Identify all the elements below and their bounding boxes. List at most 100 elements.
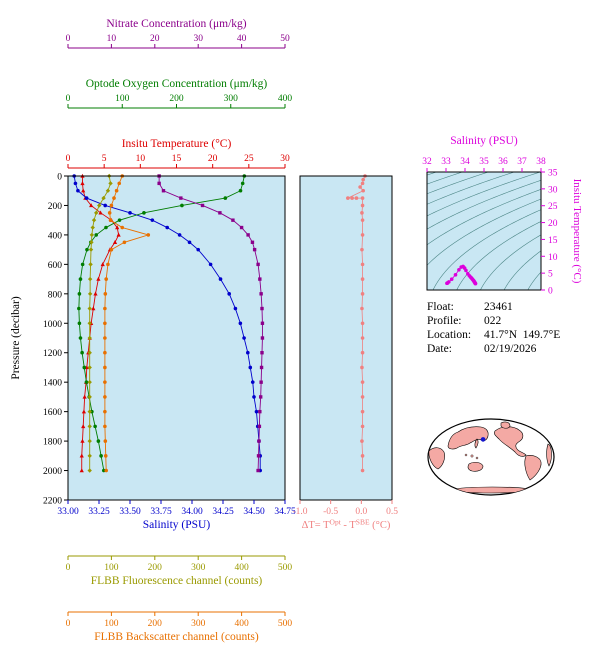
pressure-tick-label: 600 bbox=[48, 261, 63, 271]
delta-t-tick-label: 0.0 bbox=[355, 507, 367, 517]
info-row-date: Date: 02/19/2026 bbox=[427, 342, 560, 356]
axis-tick-label: 100 bbox=[104, 563, 119, 573]
ts-temperature-tick-label: 0 bbox=[548, 287, 553, 297]
axis-tick-label: 5 bbox=[102, 154, 107, 164]
float-location-marker bbox=[480, 437, 486, 442]
axis-tick-label: 30 bbox=[280, 154, 290, 164]
axis-tick-label: 20 bbox=[150, 34, 160, 44]
delta-t-tick-label: -0.5 bbox=[323, 507, 338, 517]
delta-t-tick-label: 0.5 bbox=[386, 507, 398, 517]
ts-salinity-axis-label: Salinity (PSU) bbox=[450, 135, 518, 147]
info-row-profile: Profile: 022 bbox=[427, 314, 560, 328]
axis-tick-label: 15 bbox=[172, 154, 182, 164]
axis-tick-label: 50 bbox=[280, 34, 290, 44]
series-backscatter bbox=[103, 174, 151, 473]
axis-tick-label: 20 bbox=[208, 154, 218, 164]
ts-salinity-tick-label: 32 bbox=[422, 157, 432, 167]
axis-tick-label: 34.75 bbox=[274, 507, 296, 517]
axis-tick-label: 0 bbox=[66, 154, 71, 164]
pressure-tick-label: 1000 bbox=[43, 320, 62, 330]
profile-plot: 0 200 400 600 800 1000 1200 1400 1600 1800 2000 220… bbox=[10, 173, 286, 507]
axis-oxygen: 0 100 200 300 400 Optode Oxygen Concentration… bbox=[66, 78, 293, 109]
delta-t-tick-label: -1.0 bbox=[292, 507, 307, 517]
axis-tick-label: 0 bbox=[66, 94, 71, 104]
info-label-location: Location: bbox=[427, 329, 472, 341]
axis-fluorescence: 0 100 200 300 400 500 FLBB Fluorescence channe… bbox=[66, 555, 293, 587]
delta-t-axis-label: ΔT= TOpt - TSBE (°C) bbox=[302, 518, 391, 532]
ts-temperature-tick-label: 30 bbox=[548, 185, 558, 195]
ts-salinity-tick-label: 37 bbox=[517, 157, 527, 167]
axis-tick-label: 0 bbox=[66, 563, 71, 573]
axis-temperature: 0 5 10 15 20 25 30 Insitu Temperature (°C) bbox=[66, 138, 290, 169]
series-nitrate bbox=[157, 174, 265, 473]
pressure-tick-label: 1400 bbox=[43, 379, 62, 389]
axis-nitrate: 0 10 20 30 40 50 Nitrate Concentration (μm/kg) bbox=[66, 18, 290, 49]
axis-tick-label: 34.25 bbox=[212, 507, 234, 517]
ts-salinity-tick-label: 34 bbox=[460, 157, 470, 167]
pressure-tick-label: 200 bbox=[48, 202, 63, 212]
axis-tick-label: 34.00 bbox=[181, 507, 203, 517]
axis-tick-label: 33.00 bbox=[57, 507, 79, 517]
axis-tick-label: 100 bbox=[104, 619, 119, 629]
info-row-float: Float: 23461 bbox=[427, 300, 560, 314]
world-map bbox=[427, 418, 555, 496]
info-label-profile: Profile: bbox=[427, 315, 462, 327]
axis-tick-label: 33.75 bbox=[150, 507, 172, 517]
pressure-tick-label: 2200 bbox=[43, 497, 62, 507]
ts-salinity-tick-label: 35 bbox=[479, 157, 489, 167]
ts-temperature-axis-label: Insitu Temperature (°C) bbox=[571, 179, 583, 284]
axis-tick-label: 300 bbox=[191, 619, 206, 629]
isopycnal-contours bbox=[427, 172, 541, 290]
axis-title-nitrate: Nitrate Concentration (μm/kg) bbox=[106, 18, 246, 30]
axis-title-backscatter: FLBB Backscatter channel (counts) bbox=[94, 631, 259, 643]
axis-tick-label: 25 bbox=[244, 154, 254, 164]
info-label-date: Date: bbox=[427, 343, 452, 355]
axis-tick-label: 0 bbox=[66, 34, 71, 44]
pressure-tick-label: 400 bbox=[48, 231, 63, 241]
info-row-location: Location: 41.7°N 149.7°E bbox=[427, 328, 560, 342]
axis-tick-label: 500 bbox=[278, 563, 293, 573]
info-value-profile: 022 bbox=[484, 315, 502, 327]
series-fluorescence bbox=[87, 173, 113, 473]
pressure-tick-label: 0 bbox=[57, 173, 62, 183]
map-landmasses bbox=[428, 421, 552, 494]
ts-diagram: 32 33 34 35 36 37 38 Salinity (PSU) 0 5 10 15 20 25 30… bbox=[422, 135, 583, 297]
axis-tick-label: 200 bbox=[148, 563, 163, 573]
ts-temperature-tick-label: 10 bbox=[548, 253, 558, 263]
delta-t-plot: -1.0 -0.5 0.0 0.5ΔT= TOpt - TSBE (°C) bbox=[292, 174, 398, 531]
pressure-axis-label: Pressure (decibar) bbox=[10, 296, 22, 380]
pressure-tick-label: 1800 bbox=[43, 438, 62, 448]
info-value-location: 41.7°N 149.7°E bbox=[484, 329, 561, 341]
pressure-tick-label: 1200 bbox=[43, 349, 62, 359]
series-oxygen bbox=[77, 174, 247, 473]
ts-temperature-tick-label: 35 bbox=[548, 169, 558, 179]
pressure-tick-label: 2000 bbox=[43, 467, 62, 477]
info-value-float: 23461 bbox=[484, 301, 513, 313]
axis-tick-label: 100 bbox=[115, 94, 130, 104]
ts-salinity-tick-label: 33 bbox=[441, 157, 451, 167]
axis-tick-label: 33.50 bbox=[119, 507, 141, 517]
ts-temperature-tick-label: 20 bbox=[548, 219, 558, 229]
axis-tick-label: 10 bbox=[136, 154, 146, 164]
axis-title-oxygen: Optode Oxygen Concentration (μm/kg) bbox=[86, 78, 268, 90]
axis-tick-label: 30 bbox=[193, 34, 203, 44]
ts-salinity-tick-label: 36 bbox=[498, 157, 508, 167]
axis-tick-label: 400 bbox=[234, 563, 249, 573]
axis-tick-label: 400 bbox=[278, 94, 293, 104]
axis-tick-label: 34.50 bbox=[243, 507, 265, 517]
axis-tick-label: 33.25 bbox=[88, 507, 110, 517]
axis-tick-label: 400 bbox=[234, 619, 249, 629]
pressure-tick-label: 800 bbox=[48, 290, 63, 300]
ts-temperature-tick-label: 15 bbox=[548, 236, 558, 246]
ts-temperature-tick-label: 5 bbox=[548, 270, 553, 280]
axis-tick-label: 40 bbox=[237, 34, 247, 44]
axis-tick-label: 0 bbox=[66, 619, 71, 629]
axis-title-temperature: Insitu Temperature (°C) bbox=[122, 138, 232, 150]
info-label-float: Float: bbox=[427, 301, 454, 313]
axis-tick-label: 300 bbox=[224, 94, 239, 104]
info-value-date: 02/19/2026 bbox=[484, 343, 537, 355]
axis-tick-label: 200 bbox=[148, 619, 163, 629]
axis-title-fluorescence: FLBB Fluorescence channel (counts) bbox=[91, 575, 263, 587]
